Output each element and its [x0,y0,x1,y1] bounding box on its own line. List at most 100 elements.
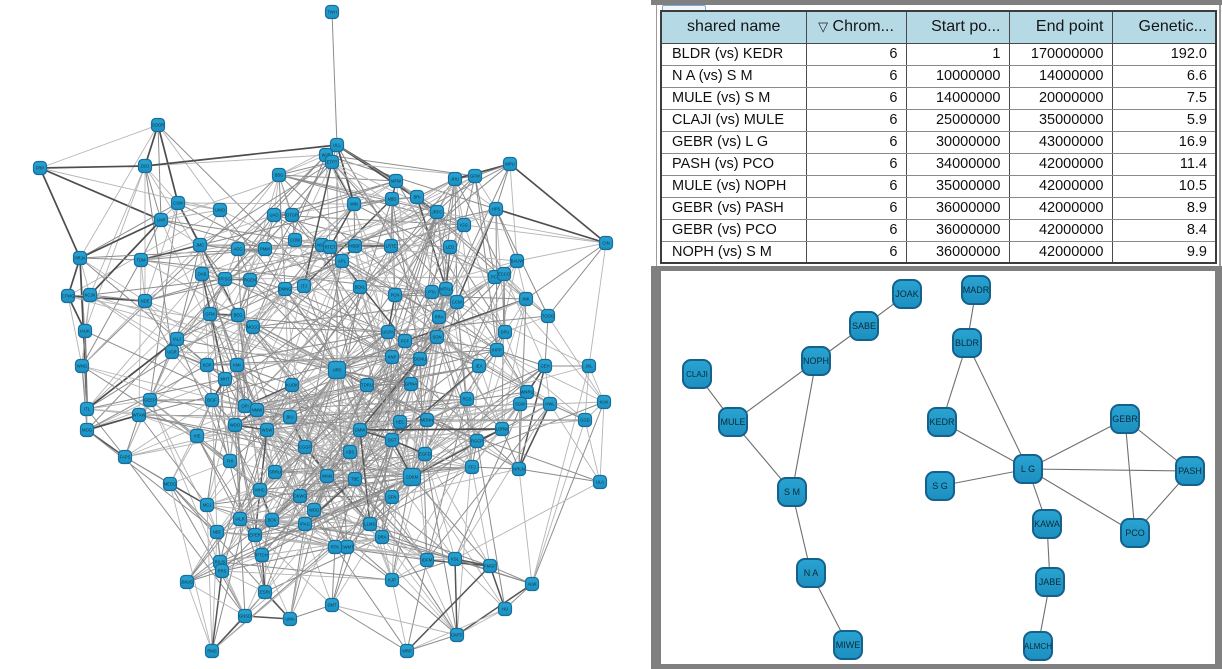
svg-text:KNP: KNP [388,355,397,360]
svg-text:S M: S M [784,487,800,497]
svg-text:DGT: DGT [388,438,397,443]
svg-text:DPU: DPU [501,330,510,335]
svg-text:BOK: BOK [268,518,277,523]
svg-text:JKL: JKL [585,364,593,369]
svg-text:RRS: RRS [218,569,227,574]
svg-text:WSW: WSW [262,428,273,433]
svg-text:JOAK: JOAK [895,289,919,299]
svg-text:MFW: MFW [391,179,401,184]
svg-text:TDRU: TDRU [361,383,373,388]
svg-text:CWMT: CWMT [340,545,353,550]
svg-text:HPS: HPS [492,207,501,212]
svg-text:CDKM: CDKM [406,475,419,480]
svg-text:RRA: RRA [435,315,444,320]
svg-text:PFSG: PFSG [219,277,230,282]
svg-text:MCJ: MCJ [203,503,212,508]
svg-text:GMW: GMW [355,428,366,433]
svg-text:DRA: DRA [378,535,387,540]
svg-text:ULL: ULL [333,143,341,148]
svg-text:RGCP: RGCP [471,439,483,444]
svg-text:MPU: MPU [505,162,514,167]
svg-text:SON: SON [432,335,441,340]
svg-text:IDFM: IDFM [422,558,433,563]
svg-text:CLAJI: CLAJI [686,370,708,379]
svg-text:UAO: UAO [269,213,279,218]
svg-text:GNSD: GNSD [239,614,251,619]
svg-text:MCCC: MCCC [247,325,260,330]
svg-text:MIN: MIN [350,202,358,207]
svg-text:PCO: PCO [1125,528,1145,538]
svg-text:JRFC: JRFC [432,210,443,215]
svg-text:MIWE: MIWE [836,640,861,650]
svg-text:TOOO: TOOO [542,314,555,319]
svg-text:IHE: IHE [194,434,201,439]
svg-text:BEG: BEG [234,313,243,318]
svg-text:LLMG: LLMG [364,522,375,527]
svg-text:MADR: MADR [963,285,990,295]
svg-text:PASH: PASH [1178,466,1202,476]
svg-text:RTK: RTK [331,545,340,550]
svg-text:GFN: GFN [388,495,397,500]
svg-text:GFM: GFM [205,312,215,317]
svg-text:GMTF: GMTF [451,633,463,638]
svg-text:L G: L G [1021,464,1035,474]
svg-text:MOG: MOG [82,428,92,433]
svg-text:UAR: UAR [157,218,166,223]
svg-text:OTGR: OTGR [286,213,298,218]
svg-text:DMT: DMT [327,603,337,608]
svg-text:MHC: MHC [255,488,265,493]
svg-text:TWH: TWH [327,10,337,15]
svg-text:DMNG: DMNG [279,287,292,292]
svg-text:PTA: PTA [428,290,436,295]
svg-text:RGEN: RGEN [244,278,256,283]
svg-text:SGW: SGW [515,402,525,407]
svg-text:HEC: HEC [396,420,405,425]
svg-text:ESRI: ESRI [260,590,270,595]
svg-text:SABE: SABE [852,321,876,331]
svg-text:WNRU: WNRU [520,390,533,395]
svg-text:IGG: IGG [460,223,468,228]
svg-text:CSW: CSW [173,201,183,206]
svg-text:IALR: IALR [235,517,244,522]
svg-text:ALW: ALW [528,582,537,587]
svg-text:PMM: PMM [260,247,270,252]
svg-text:KEDR: KEDR [929,417,955,427]
svg-text:PCN: PCN [391,293,400,298]
svg-text:OPI: OPI [241,404,248,409]
svg-text:LDRW: LDRW [496,427,508,432]
svg-text:NRLN: NRLN [513,467,524,472]
svg-text:GGD: GGD [580,418,590,423]
svg-text:ALMCH: ALMCH [1024,642,1052,651]
svg-text:COW: COW [290,238,300,243]
svg-text:HIJ: HIJ [502,607,508,612]
svg-text:NMW: NMW [252,408,263,413]
svg-text:S G: S G [932,481,948,491]
svg-text:INK: INK [523,297,530,302]
svg-text:FMGF: FMGF [484,564,496,569]
svg-text:NOPH: NOPH [803,356,829,366]
svg-text:RMS: RMS [207,649,217,654]
svg-text:BLDR: BLDR [955,338,980,348]
svg-text:PCJ: PCJ [491,275,499,280]
svg-text:EGFD: EGFD [419,452,431,457]
svg-text:JMUG: JMUG [181,580,193,585]
svg-text:MULE: MULE [720,417,745,427]
svg-text:MDNN: MDNN [421,418,434,423]
svg-text:WTAW: WTAW [133,413,146,418]
svg-text:MTAU: MTAU [440,287,452,292]
svg-text:IPAG: IPAG [300,522,310,527]
svg-text:UGR: UGR [167,350,176,355]
svg-text:CIN: CIN [602,241,609,246]
svg-text:FAPS: FAPS [120,455,131,460]
svg-text:MHT: MHT [220,377,230,382]
svg-text:SRRU: SRRU [269,470,281,475]
svg-text:WNG: WNG [77,364,87,369]
svg-text:BIU: BIU [287,415,294,420]
svg-text:JHU: JHU [451,177,459,182]
svg-text:MEOO: MEOO [164,482,178,487]
svg-text:WDO: WDO [230,423,241,428]
svg-text:AGG: AGG [233,247,242,252]
svg-text:ETPT: ETPT [327,160,338,165]
svg-text:DAB: DAB [198,272,207,277]
svg-text:GRNA: GRNA [405,382,417,387]
